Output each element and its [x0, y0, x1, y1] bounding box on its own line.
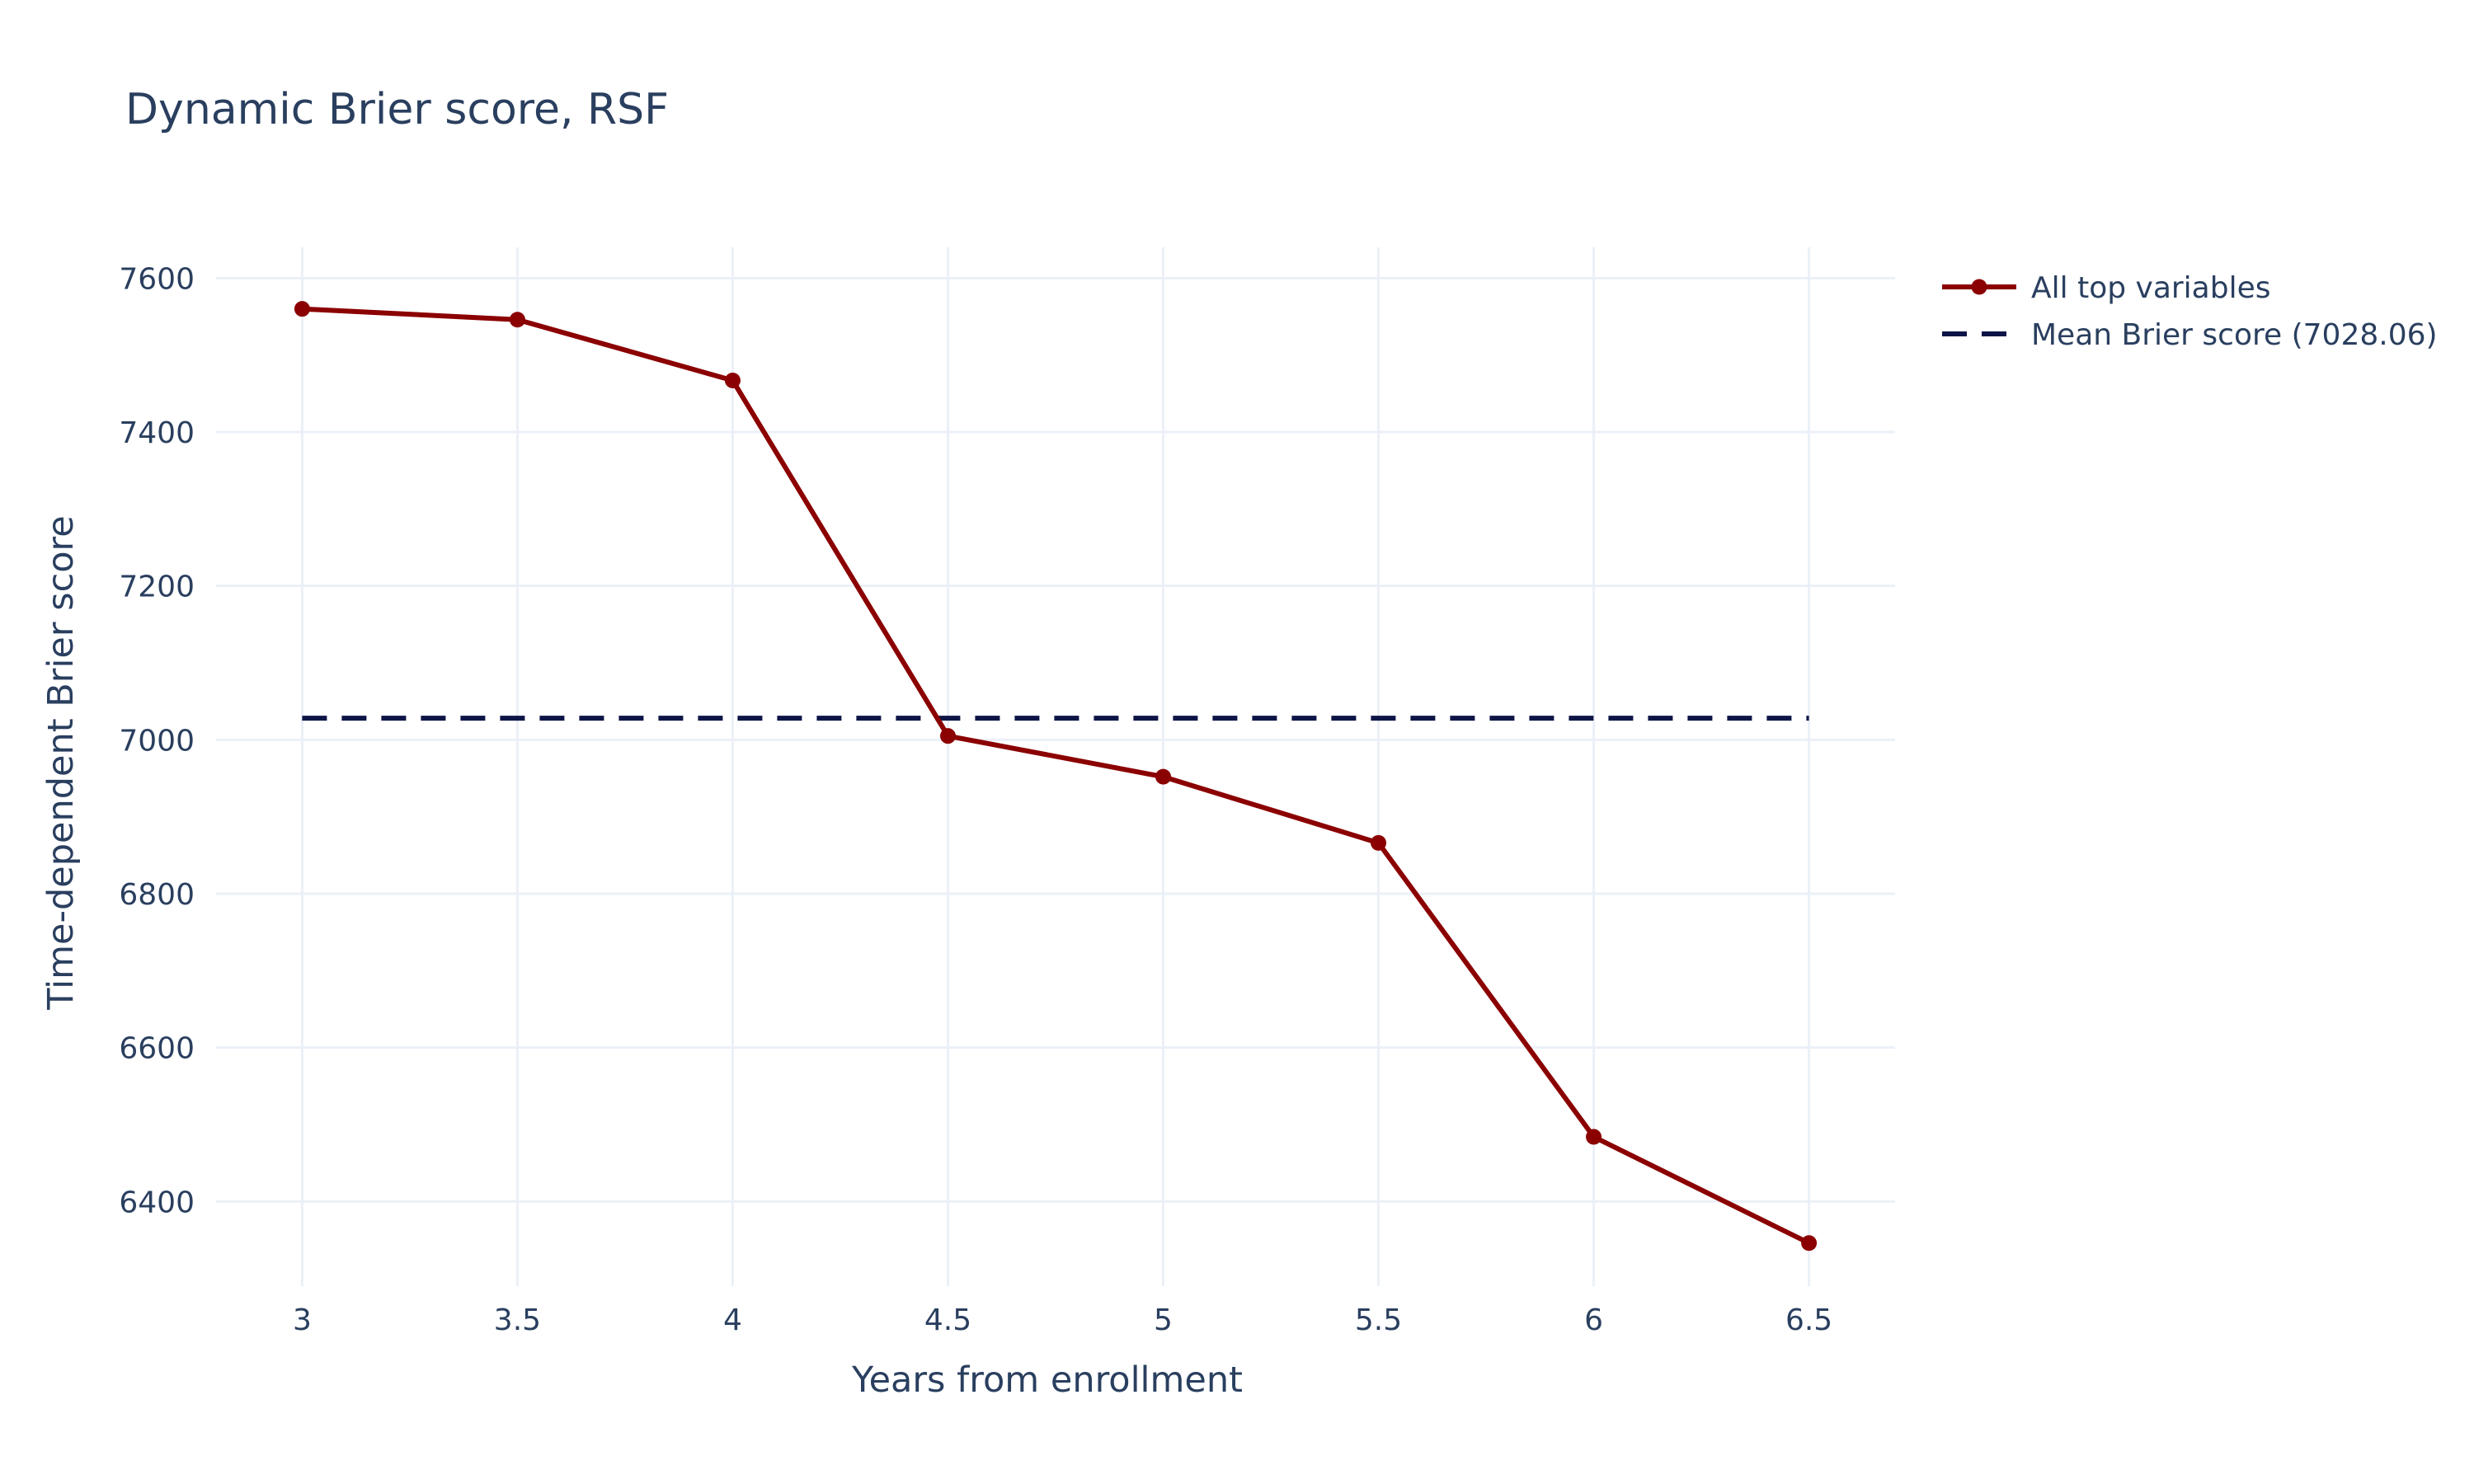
- y-tick-label: 6800: [119, 878, 195, 912]
- x-tick-label: 4: [723, 1303, 742, 1337]
- y-axis-title: Time-dependent Brier score: [40, 515, 82, 1011]
- x-axis-ticks: 3 3.5 4 4.5 5 5.5 6 6.5: [293, 1303, 1832, 1337]
- legend[interactable]: All top variables Mean Brier score (7028.…: [1942, 271, 2438, 352]
- legend-marker-swatch: [1971, 279, 1987, 295]
- grid: [216, 247, 1895, 1286]
- all-top-variables-point: [1155, 768, 1172, 785]
- y-tick-label: 6600: [119, 1032, 195, 1066]
- y-tick-label: 7400: [119, 416, 195, 450]
- x-tick-label: 6.5: [1785, 1303, 1832, 1337]
- x-tick-label: 5.5: [1355, 1303, 1402, 1337]
- x-tick-label: 3: [293, 1303, 312, 1337]
- y-axis-ticks: 6400 6600 6800 7000 7200 7400 7600: [119, 262, 195, 1219]
- all-top-variables-line: [302, 306, 1810, 1246]
- all-top-variables-point: [724, 372, 741, 388]
- legend-item-mean-brier-score[interactable]: Mean Brier score (7028.06): [1942, 318, 2438, 352]
- y-tick-label: 6400: [119, 1186, 195, 1219]
- all-top-variables-point: [509, 312, 525, 328]
- x-tick-label: 3.5: [494, 1303, 541, 1337]
- x-axis-title: Years from enrollment: [851, 1360, 1243, 1401]
- y-tick-label: 7600: [119, 262, 195, 296]
- legend-label: All top variables: [2031, 271, 2271, 305]
- all-top-variables-point: [1371, 834, 1387, 851]
- all-top-variables-point: [1801, 1235, 1818, 1252]
- y-tick-label: 7000: [119, 724, 195, 758]
- series-layer: [294, 301, 1818, 1252]
- chart-title: Dynamic Brier score, RSF: [125, 85, 669, 134]
- legend-item-all-top-variables[interactable]: All top variables: [1942, 271, 2271, 305]
- legend-label: Mean Brier score (7028.06): [2031, 318, 2438, 352]
- x-tick-label: 4.5: [924, 1303, 971, 1337]
- all-top-variables-point: [939, 728, 956, 744]
- all-top-variables-point: [1586, 1129, 1602, 1145]
- all-top-variables-point: [294, 301, 310, 317]
- x-tick-label: 5: [1154, 1303, 1173, 1337]
- y-tick-label: 7200: [119, 571, 195, 604]
- x-tick-label: 6: [1584, 1303, 1603, 1337]
